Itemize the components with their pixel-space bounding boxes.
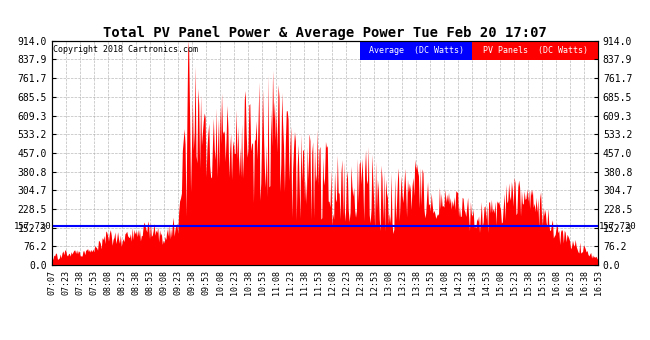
Text: PV Panels  (DC Watts): PV Panels (DC Watts) — [483, 46, 588, 55]
Text: Copyright 2018 Cartronics.com: Copyright 2018 Cartronics.com — [53, 45, 198, 54]
Bar — [361, 41, 473, 60]
Text: Average  (DC Watts): Average (DC Watts) — [369, 46, 464, 55]
Title: Total PV Panel Power & Average Power Tue Feb 20 17:07: Total PV Panel Power & Average Power Tue… — [103, 26, 547, 40]
Text: 157.720: 157.720 — [14, 222, 51, 231]
Bar — [473, 41, 598, 60]
Text: 157.720: 157.720 — [599, 222, 636, 231]
